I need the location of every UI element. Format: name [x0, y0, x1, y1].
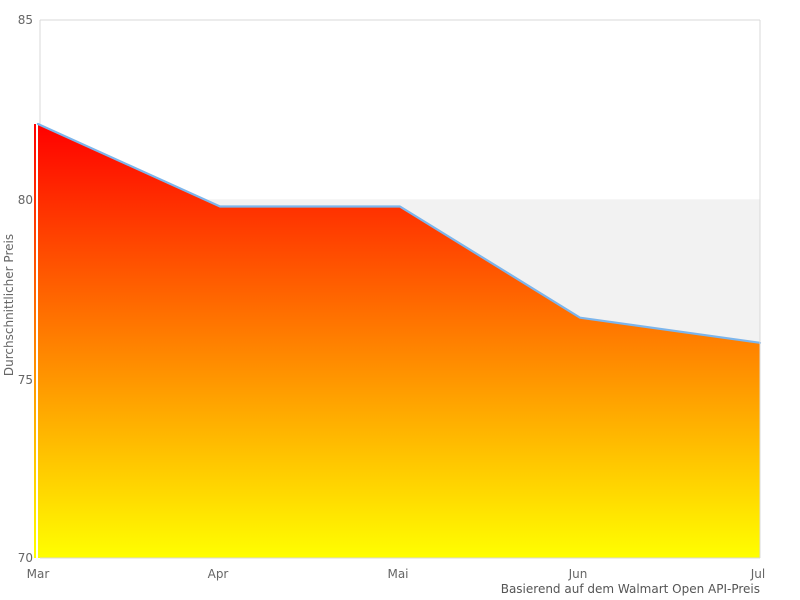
x-tick-label-mar: Mar	[26, 567, 50, 581]
x-tick-label-jun: Jun	[568, 567, 588, 581]
y-tick-label-85: 85	[17, 13, 33, 27]
y-tick-label-75: 75	[17, 373, 33, 387]
x-tick-label-apr: Apr	[207, 567, 229, 581]
x-tick-label-mai: Mai	[387, 567, 409, 581]
x-tick-label-jul: Jul	[750, 567, 766, 581]
y-tick-label-80: 80	[17, 193, 33, 207]
chart-caption: Basierend auf dem Walmart Open API-Preis	[500, 582, 760, 596]
y-axis-title: Durchschnittlicher Preis	[2, 233, 16, 377]
y-tick-label-70: 70	[17, 551, 33, 565]
